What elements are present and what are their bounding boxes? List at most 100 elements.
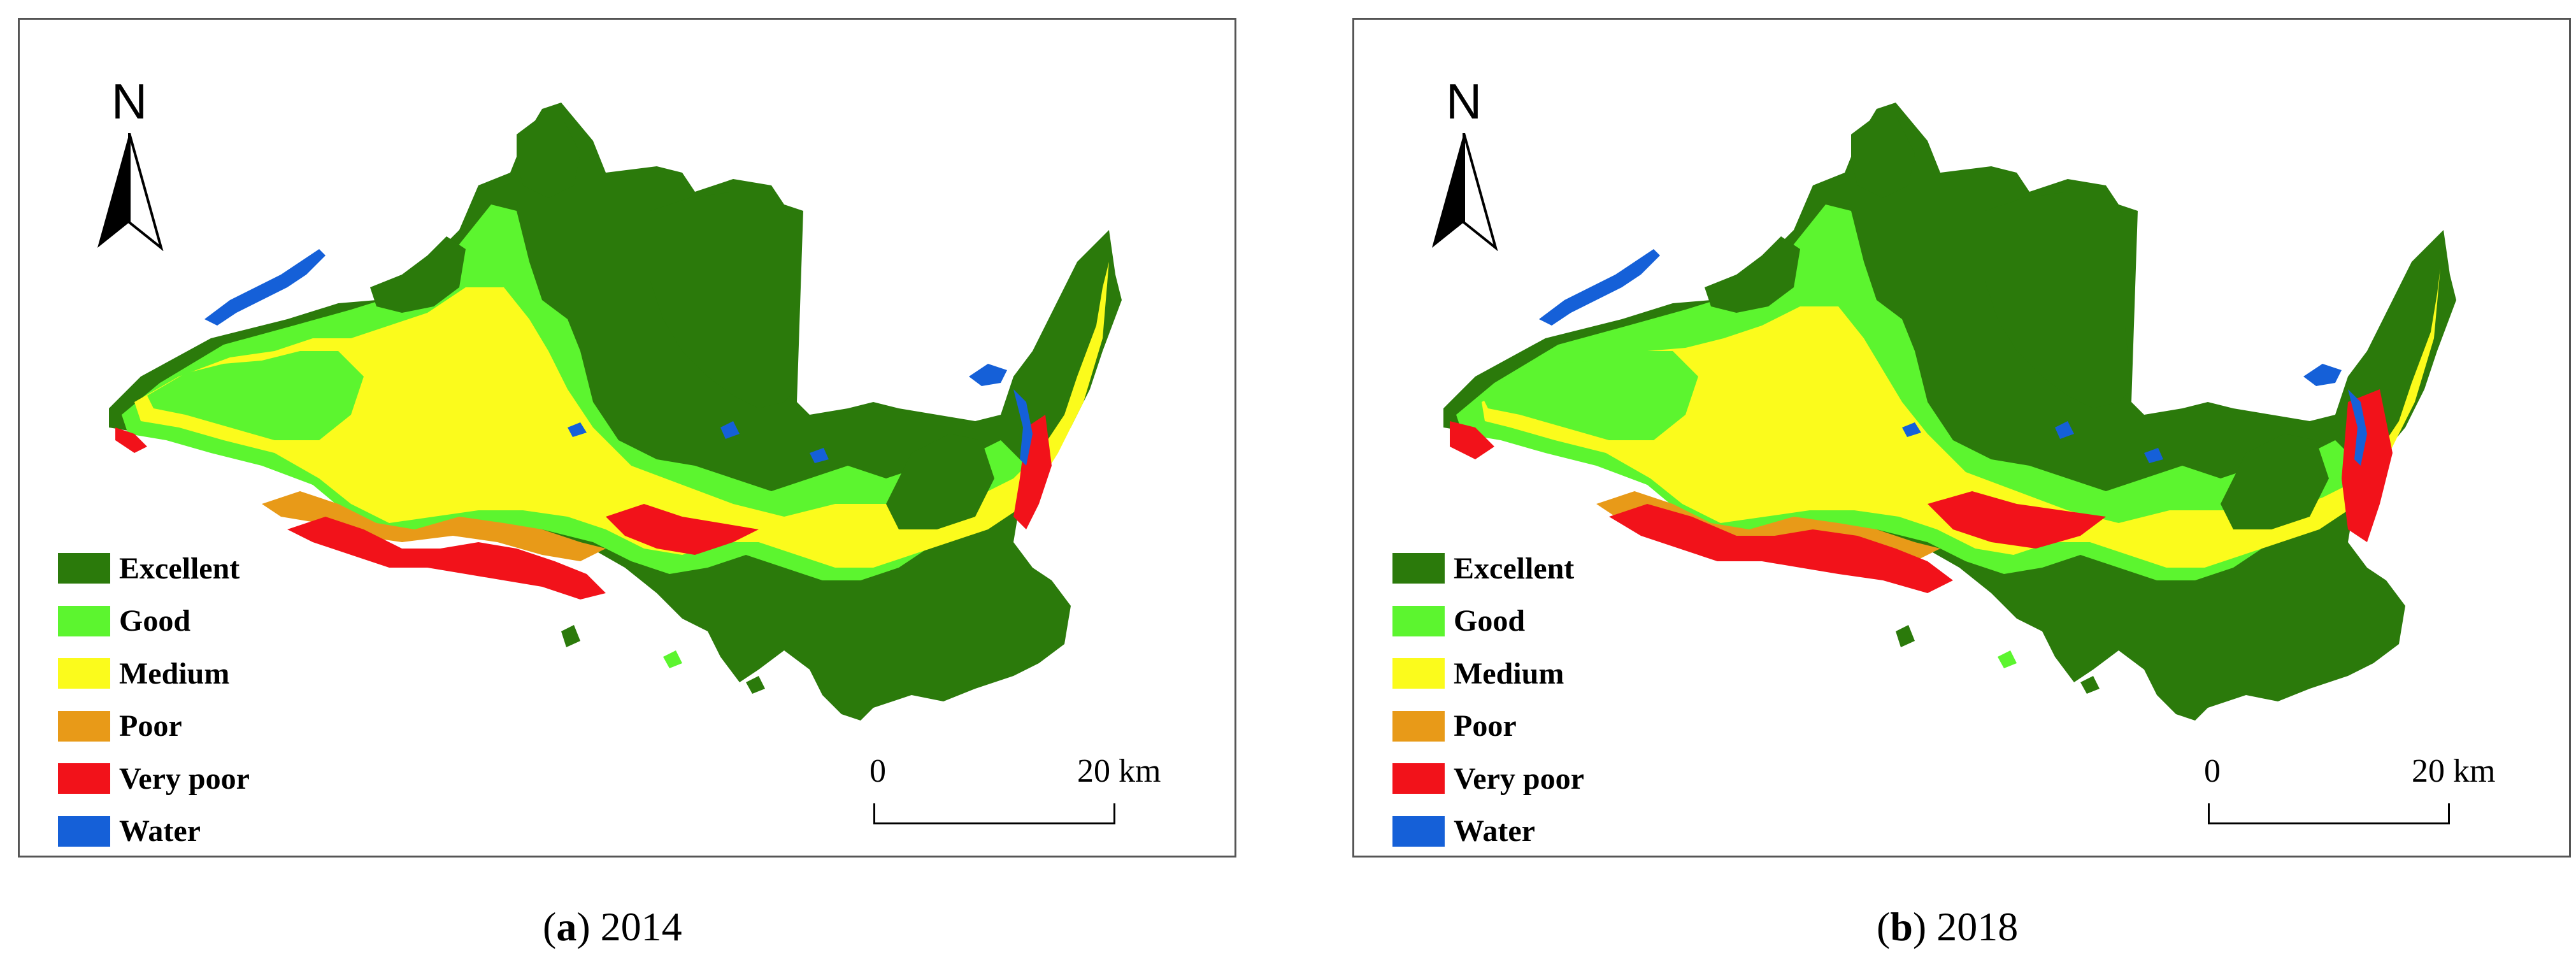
region-excellent-southeast: [2221, 434, 2329, 529]
legend-label-water: Water: [1454, 814, 1535, 849]
water-river-east: [1013, 389, 1033, 466]
legend-swatch-good: [58, 605, 110, 636]
region-excellent-southeast: [886, 434, 994, 529]
region-very-poor-east: [2342, 389, 2393, 542]
island-1: [1896, 625, 1915, 647]
region-excellent-forest-north: [1851, 115, 1915, 198]
legend: Excellent Good Medium Poor Very poor Wat…: [1392, 542, 1584, 856]
water-pond-2: [2055, 421, 2074, 439]
north-letter: N: [111, 73, 148, 129]
scale-bar-start-label: 0: [869, 753, 886, 789]
legend-swatch-poor: [1392, 710, 1445, 742]
legend-label-poor: Poor: [1454, 709, 1517, 743]
legend-label-good: Good: [119, 604, 191, 638]
legend-item-poor: Poor: [58, 700, 250, 753]
legend-swatch-very-poor: [1392, 763, 1445, 794]
legend-item-excellent: Excellent: [1392, 542, 1584, 595]
legend-swatch-excellent: [1392, 553, 1445, 584]
legend-item-good: Good: [58, 595, 250, 648]
legend-item-medium: Medium: [58, 647, 250, 700]
legend-item-poor: Poor: [1392, 700, 1584, 753]
legend-item-water: Water: [58, 805, 250, 856]
legend-swatch-medium: [58, 658, 110, 689]
legend-label-poor: Poor: [119, 709, 182, 743]
water-pond-1: [568, 422, 587, 437]
north-arrow: N: [85, 76, 174, 254]
legend: Excellent Good Medium Poor Very poor Wat…: [58, 542, 250, 856]
region-very-poor-west: [115, 427, 147, 453]
legend-item-very-poor: Very poor: [58, 752, 250, 805]
island-3: [2080, 676, 2100, 694]
region-very-poor-south: [287, 517, 606, 599]
region-very-poor-south: [1609, 504, 1953, 593]
map-panel-2018: N Excellent Good Medium Poor Very poor: [1352, 18, 2571, 858]
scale-bar-line: [2208, 822, 2450, 824]
north-arrow: N: [1419, 76, 1508, 254]
north-arrow-icon: [97, 133, 164, 251]
water-pond-1: [1902, 422, 1921, 437]
caption-letter: b: [1890, 904, 1913, 949]
north-letter: N: [1445, 73, 1482, 129]
water-pond-3: [2144, 448, 2163, 463]
scale-bar-tick-right: [1113, 803, 1115, 824]
legend-label-very-poor: Very poor: [119, 761, 250, 796]
legend-swatch-very-poor: [58, 763, 110, 794]
caption-year: 2018: [1936, 904, 2019, 949]
region-very-poor-center: [606, 504, 759, 555]
caption-letter: a: [556, 904, 577, 949]
scale-bar: 0 20 km: [2204, 752, 2501, 829]
scale-bar-tick-left: [873, 803, 875, 824]
region-good-west: [147, 351, 364, 440]
north-arrow-icon: [1432, 133, 1498, 251]
caption-panel-a: (a) 2014: [543, 904, 682, 949]
island-3: [746, 676, 765, 694]
legend-swatch-water: [58, 815, 110, 847]
legend-item-very-poor: Very poor: [1392, 752, 1584, 805]
scale-bar-end-label: 20 km: [1077, 753, 1161, 789]
region-excellent-forest-nw: [1705, 236, 1800, 313]
scale-bar-start-label: 0: [2204, 753, 2221, 789]
region-medium: [134, 262, 1109, 568]
legend-label-medium: Medium: [1454, 656, 1564, 691]
water-reservoir-2: [2303, 364, 2342, 386]
legend-swatch-excellent: [58, 553, 110, 584]
region-excellent-forest-east: [1985, 192, 2131, 408]
map-panel-2014: N Excellent Good Medium Poor Very poor: [18, 18, 1236, 858]
region-very-poor-west: [1450, 421, 1494, 459]
legend-swatch-medium: [1392, 658, 1445, 689]
legend-label-water: Water: [119, 814, 201, 849]
region-excellent-forest-north: [517, 115, 580, 198]
region-excellent-forest-east: [650, 192, 797, 408]
island-1: [561, 625, 580, 647]
legend-label-very-poor: Very poor: [1454, 761, 1584, 796]
water-reservoir-1: [1539, 249, 1660, 326]
water-reservoir-1: [204, 249, 326, 326]
scale-bar-tick-right: [2448, 803, 2450, 824]
region-very-poor-center: [1928, 491, 2106, 549]
legend-label-good: Good: [1454, 604, 1526, 638]
region-very-poor-east: [1013, 415, 1052, 529]
ecological-quality-map-2014: [109, 103, 1122, 721]
water-pond-3: [810, 448, 829, 463]
island-2: [1998, 650, 2017, 668]
region-good-west: [1482, 351, 1698, 440]
legend-label-excellent: Excellent: [119, 551, 240, 585]
caption-year: 2014: [600, 904, 682, 949]
legend-label-medium: Medium: [119, 656, 230, 691]
scale-bar-tick-left: [2208, 803, 2210, 824]
ecological-quality-map-2018: [1443, 103, 2456, 721]
legend-item-water: Water: [1392, 805, 1584, 856]
legend-swatch-good: [1392, 605, 1445, 636]
scale-bar-line: [873, 822, 1115, 824]
legend-swatch-poor: [58, 710, 110, 742]
legend-item-good: Good: [1392, 595, 1584, 648]
caption-panel-b: (b) 2018: [1877, 904, 2019, 949]
water-river-east: [2348, 389, 2367, 466]
island-2: [663, 650, 682, 668]
region-poor: [262, 491, 606, 561]
water-reservoir-2: [969, 364, 1007, 386]
legend-item-excellent: Excellent: [58, 542, 250, 595]
legend-swatch-water: [1392, 815, 1445, 847]
scale-bar: 0 20 km: [869, 752, 1166, 829]
legend-item-medium: Medium: [1392, 647, 1584, 700]
